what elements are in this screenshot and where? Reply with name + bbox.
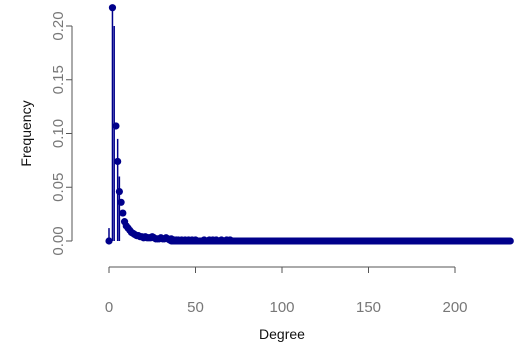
data-points	[105, 4, 234, 245]
data-point-50	[226, 236, 234, 244]
data-point-48	[217, 236, 226, 244]
x-tick-label-100: 100	[269, 299, 294, 316]
data-point-0	[105, 237, 113, 245]
data-point-43	[191, 236, 200, 244]
data-point-4	[115, 187, 123, 196]
data-point-1	[108, 4, 117, 12]
x-ticks: 0 50 100 150 200	[105, 267, 468, 316]
x-axis-title: Degree	[259, 326, 305, 342]
x-tick-label-0: 0	[105, 299, 113, 316]
data-point-3	[114, 157, 122, 166]
data-point-47	[212, 236, 220, 244]
data-point-44	[200, 236, 208, 244]
y-tick-label-0.05: 0.05	[50, 173, 67, 202]
data-point-2	[112, 122, 120, 130]
plot-area	[105, 4, 514, 245]
y-tick-label-0.10: 0.10	[50, 119, 67, 148]
y-tick-label-0.20: 0.20	[50, 11, 67, 40]
axes: 0 50 100 150 200 0.00 0.05 0.10 0.15 0.20 Degree…	[18, 11, 468, 342]
data-point-6	[119, 209, 127, 217]
y-ticks: 0.00 0.05 0.10 0.15 0.20	[50, 11, 72, 256]
x-tick-label-150: 150	[356, 299, 381, 316]
x-tick-label-50: 50	[187, 299, 204, 316]
x-tick-label-200: 200	[442, 299, 467, 316]
y-tick-label-0.00: 0.00	[50, 226, 67, 255]
data-point-5	[117, 198, 125, 206]
y-axis-title: Frequency	[18, 100, 34, 166]
y-tick-label-0.15: 0.15	[50, 65, 67, 94]
